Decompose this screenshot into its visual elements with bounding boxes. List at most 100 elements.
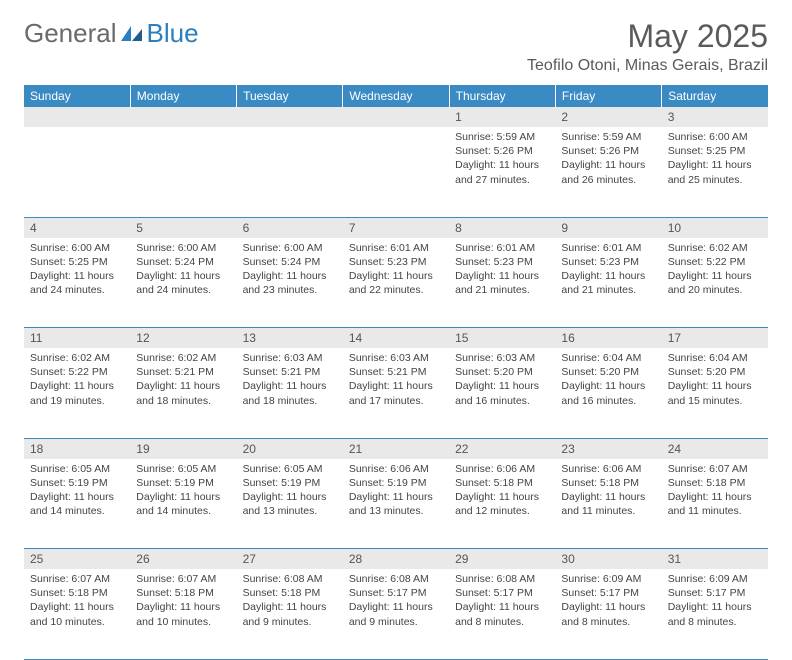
day-number-row: 11121314151617 [24, 328, 768, 349]
sunset-text: Sunset: 5:22 PM [668, 255, 762, 269]
day-details: Sunrise: 6:07 AMSunset: 5:18 PMDaylight:… [24, 569, 130, 635]
calendar-head: Sunday Monday Tuesday Wednesday Thursday… [24, 85, 768, 107]
day-cell: Sunrise: 6:07 AMSunset: 5:18 PMDaylight:… [130, 569, 236, 659]
day-cell: Sunrise: 6:00 AMSunset: 5:25 PMDaylight:… [662, 127, 768, 217]
day-number: 8 [455, 221, 549, 235]
day-number: 20 [243, 442, 337, 456]
day-details: Sunrise: 6:04 AMSunset: 5:20 PMDaylight:… [555, 348, 661, 414]
day-cell: Sunrise: 5:59 AMSunset: 5:26 PMDaylight:… [555, 127, 661, 217]
brand-word1: General [24, 18, 117, 49]
day-number-cell: 8 [449, 217, 555, 238]
sunrise-text: Sunrise: 6:01 AM [561, 241, 655, 255]
day-number: 16 [561, 331, 655, 345]
day-number-cell: 14 [343, 328, 449, 349]
day-number-cell: 21 [343, 438, 449, 459]
daylight-text: Daylight: 11 hours and 18 minutes. [243, 379, 337, 407]
daylight-text: Daylight: 11 hours and 9 minutes. [243, 600, 337, 628]
sunset-text: Sunset: 5:17 PM [561, 586, 655, 600]
weekday-header: Friday [555, 85, 661, 107]
weekday-header: Thursday [449, 85, 555, 107]
day-details: Sunrise: 6:05 AMSunset: 5:19 PMDaylight:… [237, 459, 343, 525]
day-number-cell: 12 [130, 328, 236, 349]
day-details: Sunrise: 6:03 AMSunset: 5:21 PMDaylight:… [343, 348, 449, 414]
day-cell: Sunrise: 6:09 AMSunset: 5:17 PMDaylight:… [555, 569, 661, 659]
day-number: 10 [668, 221, 762, 235]
daylight-text: Daylight: 11 hours and 11 minutes. [561, 490, 655, 518]
sunrise-text: Sunrise: 6:08 AM [455, 572, 549, 586]
weekday-header: Sunday [24, 85, 130, 107]
sunrise-text: Sunrise: 6:02 AM [668, 241, 762, 255]
sunset-text: Sunset: 5:18 PM [455, 476, 549, 490]
day-details: Sunrise: 6:08 AMSunset: 5:18 PMDaylight:… [237, 569, 343, 635]
day-number-cell: 28 [343, 549, 449, 570]
sunset-text: Sunset: 5:24 PM [243, 255, 337, 269]
day-number: 11 [30, 331, 124, 345]
day-details: Sunrise: 6:09 AMSunset: 5:17 PMDaylight:… [555, 569, 661, 635]
day-cell: Sunrise: 6:00 AMSunset: 5:24 PMDaylight:… [130, 238, 236, 328]
daylight-text: Daylight: 11 hours and 11 minutes. [668, 490, 762, 518]
daylight-text: Daylight: 11 hours and 24 minutes. [136, 269, 230, 297]
sunrise-text: Sunrise: 6:00 AM [136, 241, 230, 255]
day-number-cell: 24 [662, 438, 768, 459]
daylight-text: Daylight: 11 hours and 21 minutes. [455, 269, 549, 297]
sunrise-text: Sunrise: 6:00 AM [30, 241, 124, 255]
sunrise-text: Sunrise: 6:06 AM [349, 462, 443, 476]
sunset-text: Sunset: 5:17 PM [455, 586, 549, 600]
day-number-cell: 27 [237, 549, 343, 570]
day-details: Sunrise: 5:59 AMSunset: 5:26 PMDaylight:… [449, 127, 555, 193]
sunrise-text: Sunrise: 6:08 AM [243, 572, 337, 586]
day-number-cell: 18 [24, 438, 130, 459]
day-number-cell: 9 [555, 217, 661, 238]
daylight-text: Daylight: 11 hours and 17 minutes. [349, 379, 443, 407]
daylight-text: Daylight: 11 hours and 8 minutes. [455, 600, 549, 628]
weekday-header: Tuesday [237, 85, 343, 107]
day-details [237, 127, 343, 136]
sunset-text: Sunset: 5:25 PM [30, 255, 124, 269]
day-number: 15 [455, 331, 549, 345]
day-details: Sunrise: 6:00 AMSunset: 5:25 PMDaylight:… [24, 238, 130, 304]
day-cell: Sunrise: 6:07 AMSunset: 5:18 PMDaylight:… [662, 459, 768, 549]
sunrise-text: Sunrise: 5:59 AM [455, 130, 549, 144]
day-cell: Sunrise: 6:00 AMSunset: 5:25 PMDaylight:… [24, 238, 130, 328]
day-cell: Sunrise: 6:05 AMSunset: 5:19 PMDaylight:… [24, 459, 130, 549]
day-cell: Sunrise: 6:09 AMSunset: 5:17 PMDaylight:… [662, 569, 768, 659]
day-number: 2 [561, 110, 655, 124]
sunset-text: Sunset: 5:17 PM [349, 586, 443, 600]
day-number-cell: 11 [24, 328, 130, 349]
day-number-cell: 30 [555, 549, 661, 570]
day-details: Sunrise: 6:07 AMSunset: 5:18 PMDaylight:… [130, 569, 236, 635]
day-details: Sunrise: 6:02 AMSunset: 5:22 PMDaylight:… [662, 238, 768, 304]
daylight-text: Daylight: 11 hours and 15 minutes. [668, 379, 762, 407]
day-number: 24 [668, 442, 762, 456]
daylight-text: Daylight: 11 hours and 8 minutes. [561, 600, 655, 628]
day-number: 29 [455, 552, 549, 566]
sunrise-text: Sunrise: 6:03 AM [243, 351, 337, 365]
day-cell: Sunrise: 6:05 AMSunset: 5:19 PMDaylight:… [130, 459, 236, 549]
sunset-text: Sunset: 5:21 PM [349, 365, 443, 379]
day-details: Sunrise: 6:00 AMSunset: 5:25 PMDaylight:… [662, 127, 768, 193]
sunrise-text: Sunrise: 6:07 AM [668, 462, 762, 476]
day-number-cell [343, 107, 449, 127]
sunset-text: Sunset: 5:19 PM [136, 476, 230, 490]
day-details: Sunrise: 6:02 AMSunset: 5:22 PMDaylight:… [24, 348, 130, 414]
daylight-text: Daylight: 11 hours and 16 minutes. [561, 379, 655, 407]
day-details: Sunrise: 6:09 AMSunset: 5:17 PMDaylight:… [662, 569, 768, 635]
day-number: 28 [349, 552, 443, 566]
sunset-text: Sunset: 5:24 PM [136, 255, 230, 269]
sunset-text: Sunset: 5:21 PM [243, 365, 337, 379]
day-details: Sunrise: 6:01 AMSunset: 5:23 PMDaylight:… [449, 238, 555, 304]
daylight-text: Daylight: 11 hours and 16 minutes. [455, 379, 549, 407]
day-cell: Sunrise: 6:02 AMSunset: 5:22 PMDaylight:… [662, 238, 768, 328]
sunset-text: Sunset: 5:17 PM [668, 586, 762, 600]
day-number: 19 [136, 442, 230, 456]
day-number: 26 [136, 552, 230, 566]
sunset-text: Sunset: 5:18 PM [30, 586, 124, 600]
day-number-cell: 16 [555, 328, 661, 349]
day-details: Sunrise: 6:05 AMSunset: 5:19 PMDaylight:… [24, 459, 130, 525]
sunset-text: Sunset: 5:18 PM [561, 476, 655, 490]
day-cell: Sunrise: 6:01 AMSunset: 5:23 PMDaylight:… [555, 238, 661, 328]
daylight-text: Daylight: 11 hours and 25 minutes. [668, 158, 762, 186]
day-number-cell: 5 [130, 217, 236, 238]
day-number: 23 [561, 442, 655, 456]
sunrise-text: Sunrise: 6:04 AM [561, 351, 655, 365]
